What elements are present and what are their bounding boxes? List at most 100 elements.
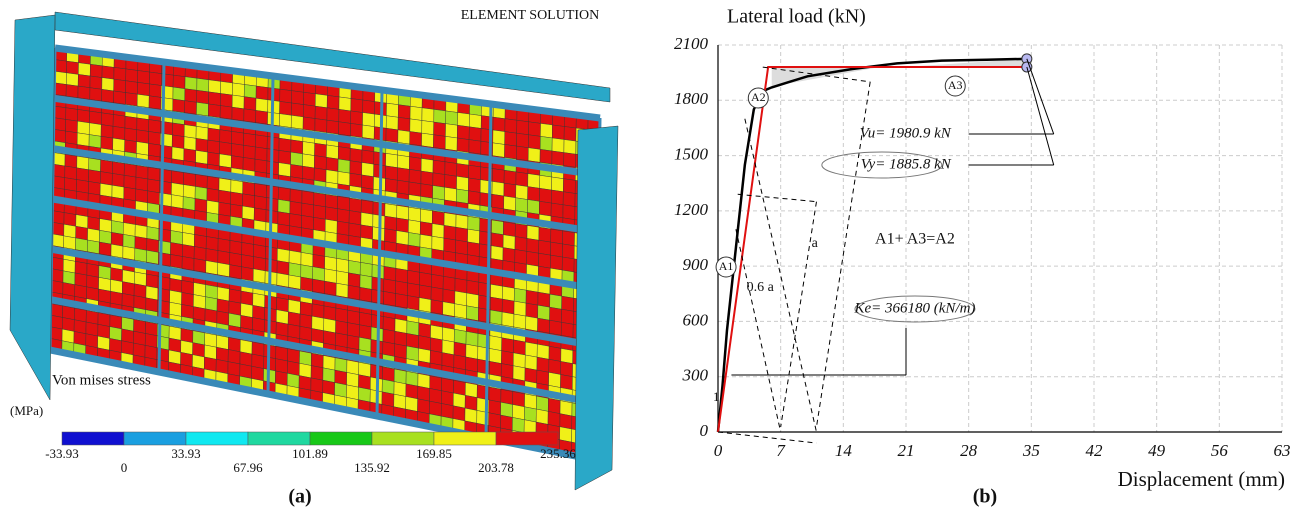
annotation: A3 (948, 78, 963, 92)
mesh-cell (101, 77, 115, 92)
mesh-cell (172, 122, 185, 137)
mesh-cell (275, 321, 289, 337)
mesh-cell (146, 238, 159, 253)
mesh-cell (552, 124, 565, 140)
fe-mesh (9, 11, 619, 491)
mesh-cell (253, 244, 266, 259)
mesh-cell (218, 189, 231, 205)
mesh-cell (396, 205, 409, 221)
mesh-cell (65, 84, 79, 99)
colorbar-label: 101.89 (292, 446, 328, 461)
mesh-cell (124, 139, 137, 154)
y-tick-label: 0 (700, 421, 709, 440)
mesh-cell (397, 117, 411, 132)
mesh-cell (300, 276, 313, 292)
mesh-cell (206, 188, 220, 203)
colorbar-segment (309, 431, 373, 446)
mesh-cell (396, 230, 409, 246)
mesh-cell (548, 359, 562, 375)
caption: (a) (288, 486, 311, 508)
mesh-cell (101, 112, 114, 127)
annotation: A1 (719, 259, 734, 273)
mesh-cell (561, 295, 574, 312)
mesh-cell (253, 256, 266, 272)
mesh-cell (219, 141, 232, 156)
mesh-cell (492, 142, 505, 158)
mesh-cell (408, 169, 422, 184)
mesh-cell (382, 328, 396, 345)
mesh-cell (77, 109, 90, 124)
mesh-cell (75, 214, 89, 229)
mesh-cell (228, 312, 241, 328)
mesh-cell (100, 136, 114, 151)
annotation: 1 (713, 389, 720, 404)
mesh-cell (386, 102, 399, 118)
mesh-cell (101, 65, 115, 80)
mesh-cell (88, 134, 102, 149)
mesh-cell (322, 379, 335, 396)
mesh-cell (409, 118, 423, 134)
mesh-cell (456, 137, 470, 153)
mesh-cell (358, 324, 372, 340)
mesh-cell (134, 248, 147, 263)
mesh-cell (539, 188, 552, 204)
mesh-cell (324, 256, 337, 272)
mesh-cell (100, 171, 113, 186)
mesh-cell (77, 85, 91, 100)
mesh-cell (193, 282, 206, 297)
mesh-cell (312, 266, 325, 282)
mesh-cell (205, 284, 218, 300)
mesh-cell (137, 70, 150, 85)
mesh-cell (204, 332, 217, 348)
mesh-cell (559, 400, 573, 417)
mesh-cell (527, 173, 541, 189)
mesh-cell (181, 292, 194, 307)
mesh-cell (136, 117, 150, 132)
mesh-cell (229, 240, 243, 255)
mesh-cell (133, 283, 147, 299)
mesh-cell (394, 318, 408, 334)
mesh-cell (111, 220, 124, 235)
mesh-cell (277, 248, 290, 263)
mesh-cell (409, 131, 422, 147)
colorbar-segment (247, 431, 311, 446)
mesh-cell (347, 285, 361, 301)
mesh-cell (503, 182, 517, 199)
mesh-cell (452, 405, 466, 422)
mesh-cell (560, 348, 574, 364)
mesh-cell (465, 331, 479, 347)
mesh-cell (491, 232, 504, 248)
mesh-cell (240, 290, 254, 306)
mesh-cell (420, 170, 434, 186)
mesh-cell (468, 126, 482, 142)
mesh-cell (432, 185, 445, 201)
mesh-cell (489, 309, 503, 326)
mesh-cell (536, 395, 549, 412)
mesh-cell (430, 286, 444, 302)
mesh-cell (335, 282, 349, 298)
mesh-cell (277, 186, 291, 202)
mesh-cell (299, 326, 313, 342)
mesh-cell (123, 175, 137, 190)
mesh-cell (395, 293, 408, 309)
y-tick-label: 1800 (674, 89, 709, 108)
mesh-cell (382, 366, 395, 382)
mesh-cell (113, 78, 126, 93)
mesh-cell (500, 363, 514, 379)
mesh-cell (547, 411, 561, 427)
mesh-cell (453, 329, 467, 345)
mesh-cell (278, 137, 292, 153)
mesh-cell (562, 204, 576, 220)
mesh-cell (515, 184, 528, 200)
mesh-cell (397, 129, 411, 145)
mesh-cell (288, 299, 301, 315)
mesh-cell (77, 74, 91, 88)
mesh-cell (170, 254, 183, 269)
mesh-cell (419, 272, 432, 288)
mesh-cell (313, 204, 326, 220)
mesh-cell (301, 215, 314, 230)
mesh-cell (408, 181, 422, 197)
mesh-cell (254, 183, 267, 198)
mesh-cell (395, 268, 408, 284)
mesh-cell (396, 217, 409, 233)
